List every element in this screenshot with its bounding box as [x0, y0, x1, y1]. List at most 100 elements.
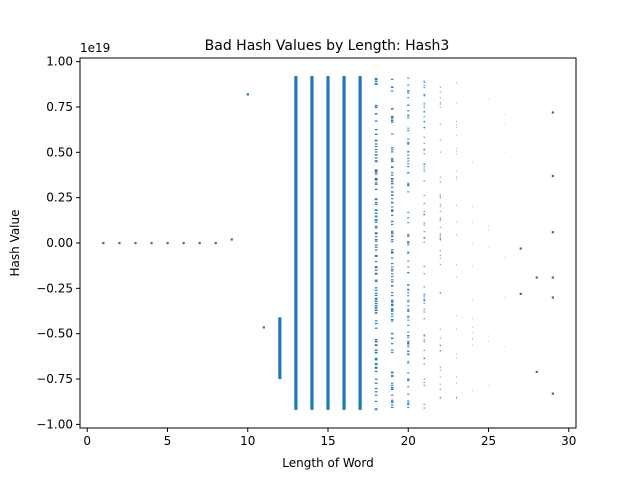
- data-point: [374, 151, 378, 153]
- data-point: [455, 178, 457, 180]
- data-point: [407, 378, 410, 380]
- data-point: [390, 233, 394, 235]
- data-point: [439, 210, 442, 213]
- data-point: [439, 139, 442, 141]
- data-point: [390, 337, 394, 339]
- x-axis: 0 5 10 15 20 25 30: [83, 428, 576, 448]
- data-point: [390, 382, 394, 384]
- data-point: [407, 251, 410, 253]
- data-point: [423, 237, 426, 239]
- data-point: [455, 357, 457, 359]
- data-point: [390, 301, 394, 304]
- data-point: [374, 169, 378, 171]
- data-point: [374, 79, 378, 81]
- data-point: [423, 180, 426, 182]
- data-point: [390, 257, 394, 259]
- data-point: [423, 311, 426, 313]
- data-point: [455, 126, 457, 129]
- data-point: [374, 183, 378, 185]
- data-point: [390, 375, 394, 378]
- data-point: [390, 220, 394, 223]
- data-point: [390, 158, 394, 160]
- data-point: [407, 403, 410, 405]
- data-point: [374, 83, 378, 85]
- data-point: [423, 300, 426, 302]
- data-point: [551, 174, 554, 178]
- data-point: [488, 335, 489, 337]
- data-point: [390, 119, 394, 121]
- data-point: [374, 341, 378, 343]
- data-point: [472, 344, 473, 346]
- data-point: [407, 163, 410, 165]
- data-point: [423, 236, 426, 239]
- data-point: [439, 226, 442, 229]
- data-point: [423, 106, 426, 109]
- y-tick-label: −1.00: [36, 417, 73, 431]
- data-point: [423, 102, 426, 104]
- data-point: [374, 391, 378, 393]
- data-point: [423, 104, 426, 106]
- data-point: [407, 127, 410, 129]
- data-point: [439, 254, 442, 257]
- data-point: [455, 150, 457, 152]
- data-point: [455, 153, 457, 155]
- data-point: [390, 117, 394, 119]
- data-point: [439, 337, 442, 339]
- data-point: [374, 280, 378, 283]
- data-point: [423, 116, 426, 118]
- data-point: [390, 309, 394, 311]
- data-point: [407, 84, 410, 86]
- data-point: [407, 138, 410, 140]
- data-point: [390, 194, 394, 197]
- data-point: [423, 111, 426, 113]
- data-point: [390, 275, 394, 278]
- data-point: [423, 222, 426, 224]
- data-point: [472, 326, 473, 328]
- data-point: [390, 266, 394, 268]
- data-point: [407, 115, 410, 117]
- data-point: [439, 217, 442, 219]
- x-tick-label: 10: [240, 434, 255, 448]
- data-point: [455, 396, 457, 398]
- data-point: [407, 166, 410, 168]
- data-point: [488, 246, 489, 248]
- data-point: [407, 305, 410, 307]
- data-point: [374, 292, 378, 294]
- data-point: [374, 239, 378, 241]
- data-point: [439, 97, 442, 99]
- data-point: [374, 269, 378, 271]
- data-point: [407, 183, 410, 186]
- data-point: [374, 267, 378, 269]
- data-point-column: [294, 76, 298, 410]
- data-point: [407, 310, 410, 312]
- data-point: [423, 86, 426, 89]
- data-point: [407, 308, 410, 311]
- data-point: [374, 143, 378, 145]
- data-point: [407, 154, 410, 156]
- data-point: [423, 142, 426, 144]
- data-point: [407, 342, 410, 345]
- data-point: [374, 105, 378, 107]
- data-point: [439, 388, 442, 391]
- data-point: [439, 91, 442, 93]
- data-point: [390, 239, 394, 241]
- data-point: [374, 145, 378, 148]
- data-point: [374, 273, 378, 275]
- data-point: [374, 266, 378, 268]
- data-point: [374, 233, 378, 235]
- data-point: [407, 241, 410, 243]
- data-point: [407, 110, 410, 112]
- y-tick-label: −0.25: [36, 281, 73, 295]
- data-point: [407, 92, 410, 94]
- data-point: [374, 338, 378, 341]
- data-point: [439, 86, 442, 88]
- data-point: [374, 287, 378, 289]
- data-point: [374, 322, 378, 325]
- data-point: [390, 249, 394, 251]
- data-point: [374, 359, 378, 361]
- data-point: [374, 78, 378, 80]
- data-point: [374, 367, 378, 369]
- data-point: [390, 309, 394, 312]
- data-point: [455, 147, 457, 149]
- data-point: [407, 90, 410, 92]
